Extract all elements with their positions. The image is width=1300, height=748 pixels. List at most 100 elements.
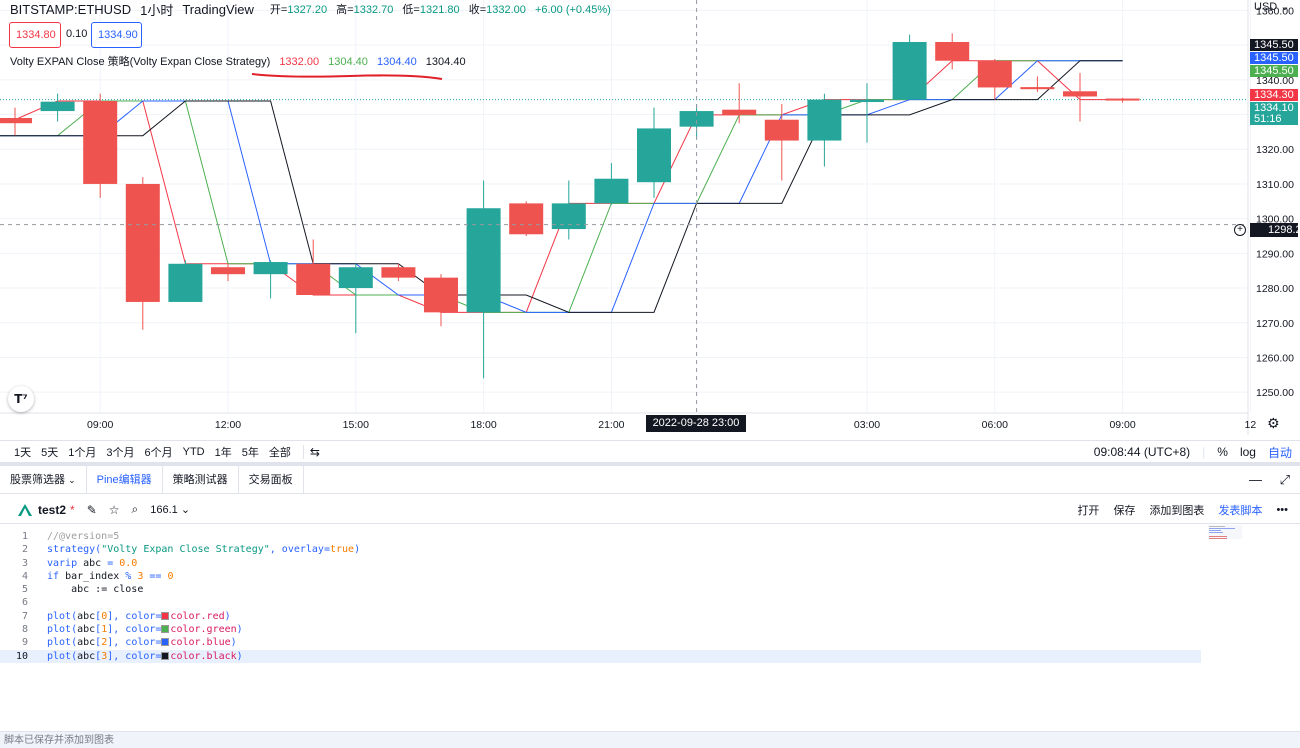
- code-line[interactable]: 6: [0, 596, 1300, 609]
- range-bar: 1天 5天 1个月 3个月 6个月 YTD 1年 5年 全部 ⇆ 09:08:4…: [0, 440, 1300, 462]
- open-button[interactable]: 打开: [1077, 505, 1100, 517]
- clock-label[interactable]: 09:08:44 (UTC+8): [1093, 445, 1191, 459]
- candle-body: [1063, 91, 1097, 97]
- code-line[interactable]: 3 varip abc = 0.0: [0, 557, 1300, 570]
- more-icon[interactable]: •••: [1276, 504, 1288, 516]
- price-tag-black: 1345.50: [1250, 39, 1298, 51]
- tab-screener[interactable]: 股票筛选器 ⌄: [0, 466, 87, 493]
- panel-controls: — ⤢: [1235, 466, 1290, 494]
- last-price-tag: 1334.10: [1250, 102, 1298, 114]
- add-to-chart-button[interactable]: 添加到图表: [1149, 505, 1205, 517]
- candle-body: [424, 277, 458, 313]
- gear-icon[interactable]: ⚙: [1267, 415, 1280, 431]
- chevron-down-icon: ⌄: [180, 504, 191, 516]
- strategy-value-black: 1304.40: [425, 56, 466, 68]
- candle-body: [594, 178, 629, 204]
- low-value: 1321.80: [419, 4, 460, 16]
- range-all[interactable]: 全部: [268, 446, 291, 459]
- code-text: if bar_index % 3 == 0: [47, 570, 174, 582]
- y-tick-label: 1360.00: [1256, 5, 1294, 17]
- code-text: //@version=5: [47, 531, 120, 542]
- range-6m[interactable]: 6个月: [144, 446, 173, 459]
- range-ytd[interactable]: YTD: [182, 445, 205, 458]
- candle-body: [381, 267, 416, 278]
- tab-strategy-tester[interactable]: 策略测试器: [163, 466, 239, 493]
- range-3m[interactable]: 3个月: [106, 446, 135, 459]
- buy-button[interactable]: 1334.90: [91, 22, 142, 48]
- candle-body: [850, 99, 884, 103]
- script-name[interactable]: test2: [38, 502, 67, 517]
- sell-button[interactable]: 1334.80: [9, 22, 61, 48]
- high-label: 高: [336, 4, 348, 16]
- code-line-current[interactable]: 10 plot(abc[3], color= color.black): [0, 649, 1201, 663]
- range-5y[interactable]: 5年: [241, 446, 259, 459]
- y-tick-label: 1340.00: [1256, 75, 1294, 87]
- minimize-icon[interactable]: —: [1248, 472, 1262, 487]
- symbol-label[interactable]: BITSTAMP:ETHUSD: [10, 1, 132, 17]
- spread-value: 0.10: [66, 28, 88, 40]
- code-text: strategy("Volty Expan Close Strategy", o…: [47, 544, 361, 556]
- code-line[interactable]: 2 strategy("Volty Expan Close Strategy", …: [0, 543, 1300, 556]
- add-alert-icon[interactable]: +: [1234, 224, 1246, 236]
- save-button[interactable]: 保存: [1113, 505, 1136, 517]
- code-line[interactable]: 8 plot(abc[1], color= color.green): [0, 623, 1300, 636]
- code-line[interactable]: 4 if bar_index % 3 == 0: [0, 570, 1300, 583]
- star-icon[interactable]: ☆: [108, 502, 120, 517]
- x-tick-label: 06:00: [982, 419, 1008, 431]
- strategy-legend[interactable]: Volty EXPAN Close 策略(Volty Expan Close S…: [10, 53, 472, 69]
- code-line[interactable]: 5 abc := close: [0, 583, 1300, 596]
- range-1d[interactable]: 1天: [14, 446, 32, 459]
- range-5d[interactable]: 5天: [41, 446, 59, 459]
- log-toggle[interactable]: log: [1239, 445, 1256, 459]
- line-number: 10: [15, 650, 28, 662]
- panel-resizer[interactable]: [0, 462, 1300, 466]
- maximize-icon[interactable]: ⤢: [1279, 472, 1290, 487]
- chevron-down-icon: ⌄: [1280, 1, 1290, 13]
- code-line[interactable]: 1 //@version=5: [0, 530, 1300, 543]
- open-label: 开: [269, 4, 281, 16]
- code-editor[interactable]: 1 //@version=5 2 strategy("Volty Expan Clo…: [0, 530, 1300, 663]
- currency-selector[interactable]: USD ⌄: [1254, 0, 1290, 13]
- pencil-icon[interactable]: ✎: [86, 502, 97, 517]
- chart-header: BITSTAMP:ETHUSD 1小时 TradingView 开=1327.2…: [10, 1, 617, 18]
- tradingview-logo-icon[interactable]: T⁷: [8, 386, 34, 412]
- code-line[interactable]: 9 plot(abc[2], color= color.blue): [0, 636, 1300, 649]
- version-selector[interactable]: 166.1 ⌄: [150, 503, 190, 516]
- price-tag-blue: 1345.50: [1250, 52, 1298, 64]
- line-number: 1: [21, 531, 28, 542]
- ohlc-values: 开=1327.20 高=1332.70 低=1321.80 收=1332.00 …: [269, 4, 611, 16]
- range-1m[interactable]: 1个月: [68, 446, 97, 459]
- candle-body: [211, 267, 245, 275]
- price-tag-red: 1334.30: [1250, 89, 1298, 101]
- search-icon[interactable]: ⌕: [131, 502, 139, 516]
- auto-toggle[interactable]: 自动: [1267, 445, 1292, 460]
- tab-pine-editor[interactable]: Pine编辑器: [87, 466, 163, 493]
- line-number: 3: [21, 557, 28, 569]
- code-line[interactable]: 7 plot(abc[0], color= color.red): [0, 610, 1300, 623]
- price-chart[interactable]: 1250.00 1260.00 1270.00 1280.00 1290.00 1300.…: [0, 0, 1300, 440]
- line-number: 2: [21, 544, 28, 556]
- plot-line: [0, 60, 1123, 313]
- interval-label[interactable]: 1小时: [140, 2, 174, 18]
- bar-countdown: 51:16: [1250, 113, 1298, 125]
- range-right-controls: 09:08:44 (UTC+8) | % log 自动: [1082, 441, 1292, 463]
- x-tick-label: 18:00: [470, 419, 496, 431]
- range-1y[interactable]: 1年: [214, 446, 232, 459]
- code-minimap[interactable]: [1208, 525, 1242, 539]
- percent-toggle[interactable]: %: [1217, 445, 1228, 459]
- code-text: abc := close: [71, 584, 144, 596]
- y-tick-label: 1320.00: [1256, 144, 1294, 156]
- publish-button[interactable]: 发表脚本: [1218, 505, 1263, 517]
- x-tick-label: 09:00: [87, 419, 113, 431]
- goto-date-icon[interactable]: ⇆: [309, 444, 320, 459]
- price-tag-green: 1345.50: [1250, 65, 1298, 77]
- pine-script-icon: [18, 503, 32, 516]
- tab-trading-panel[interactable]: 交易面板: [239, 466, 304, 493]
- unsaved-dot: *: [70, 502, 75, 517]
- code-text: plot(abc[3], color= color.black): [47, 650, 243, 662]
- candle-body: [807, 99, 842, 141]
- strategy-name[interactable]: Volty EXPAN Close 策略(Volty Expan Close S…: [10, 56, 271, 68]
- candle-body: [168, 263, 203, 302]
- x-tick-label: 21:00: [598, 419, 624, 431]
- candle-body: [764, 119, 799, 141]
